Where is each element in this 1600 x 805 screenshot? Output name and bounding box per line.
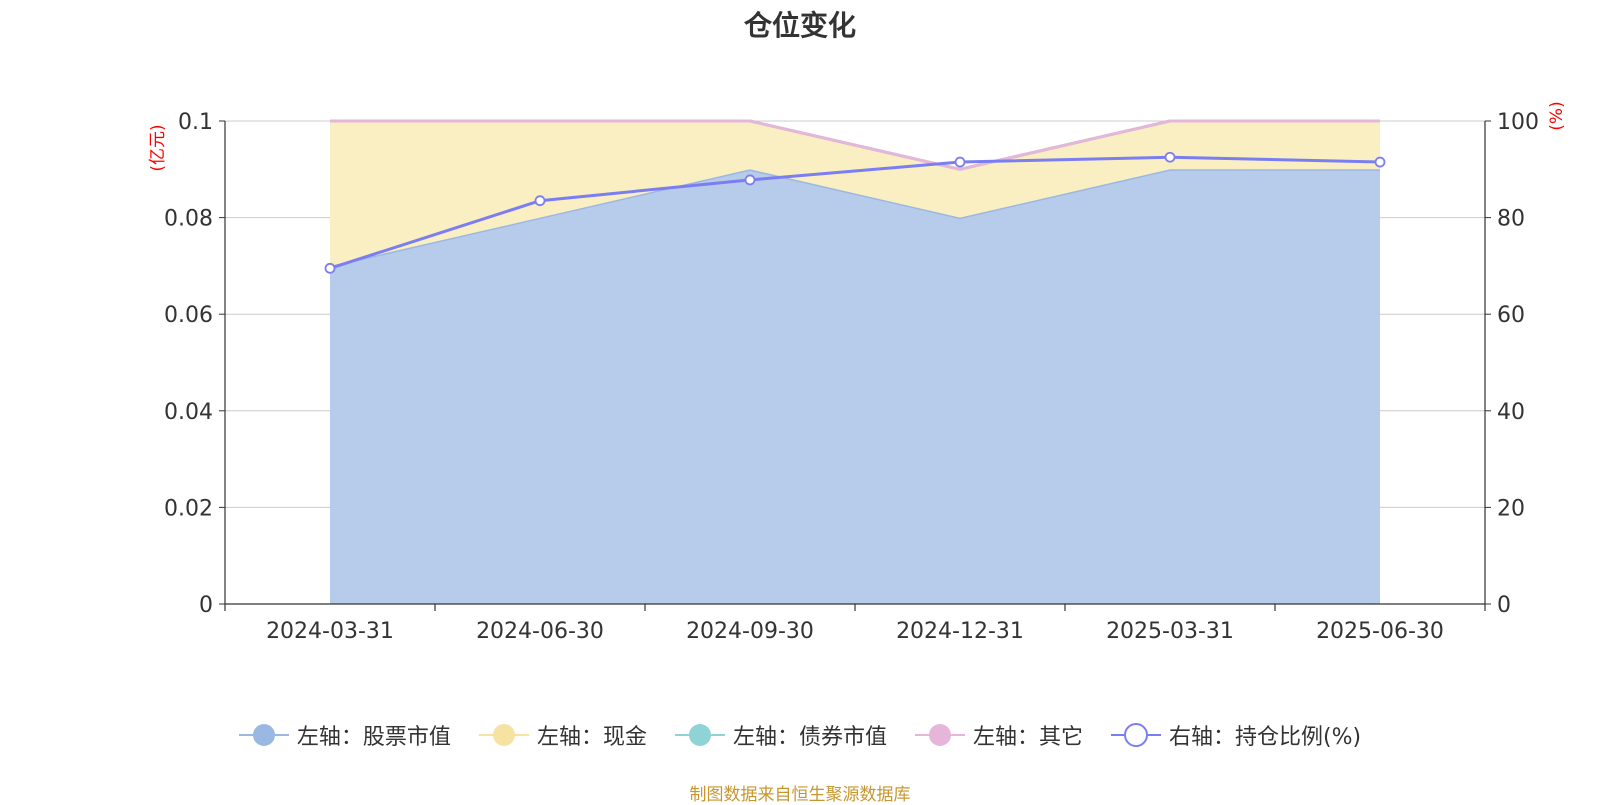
- legend-item[interactable]: 左轴：现金: [478, 719, 647, 751]
- ratio-point[interactable]: [1164, 151, 1176, 163]
- legend-label: 右轴：持仓比例(%): [1168, 725, 1362, 750]
- ratio-point[interactable]: [1374, 156, 1386, 168]
- right-axis-tick-label: 20: [1497, 496, 1525, 521]
- right-axis-tick-label: 0: [1497, 593, 1511, 618]
- x-axis-tick-label: 2024-12-31: [896, 619, 1024, 644]
- x-axis-tick-label: 2025-06-30: [1316, 619, 1444, 644]
- legend-item[interactable]: 左轴：股票市值: [238, 719, 451, 751]
- legend-label: 左轴：股票市值: [296, 725, 451, 750]
- x-axis-tick-label: 2024-09-30: [686, 619, 814, 644]
- ratio-point[interactable]: [534, 195, 546, 207]
- ratio-point[interactable]: [744, 174, 756, 186]
- left-axis-tick-label: 0: [199, 593, 213, 618]
- legend: 左轴：股票市值 左轴：现金 左轴：债券市值 左轴：其它 右轴：持仓比例(%): [0, 719, 1600, 751]
- axes: 0 0.02 0.04 0.06 0.08 0.1 0 20 40 60 80 100 2024-03-…: [164, 110, 1539, 644]
- x-axis-tick-label: 2024-06-30: [476, 619, 604, 644]
- left-axis-tick-label: 0.1: [178, 110, 213, 135]
- legend-label: 左轴：债券市值: [732, 725, 887, 750]
- legend-item[interactable]: 左轴：其它: [914, 719, 1083, 751]
- filled-circle-icon: [674, 724, 725, 746]
- filled-circle-icon: [478, 724, 529, 746]
- ratio-point[interactable]: [324, 262, 336, 274]
- right-axis-tick-label: 60: [1497, 303, 1525, 328]
- right-axis-tick-label: 100: [1497, 110, 1539, 135]
- left-axis-tick-label: 0.08: [164, 207, 213, 232]
- source-note: 制图数据来自恒生聚源数据库: [689, 785, 911, 805]
- left-axis-tick-label: 0.02: [164, 496, 213, 521]
- chart-canvas: 0 0.02 0.04 0.06 0.08 0.1 0 20 40 60 80 100 2024-03-…: [148, 101, 1567, 644]
- right-axis-tick-label: 40: [1497, 400, 1525, 425]
- legend-label: 左轴：现金: [536, 725, 647, 750]
- right-axis-tick-label: 80: [1497, 207, 1525, 232]
- stacked-areas: [329, 119, 1380, 605]
- area-edge-左轴：其它: [330, 119, 1380, 171]
- ratio-line-layer: [324, 151, 1386, 274]
- legend-item[interactable]: 右轴：持仓比例(%): [1110, 719, 1362, 751]
- left-axis-label: (亿元): [148, 124, 168, 171]
- left-axis-tick-label: 0.06: [164, 303, 213, 328]
- chart-title: 仓位变化: [743, 9, 856, 42]
- x-axis-tick-label: 2024-03-31: [266, 619, 394, 644]
- legend-item[interactable]: 左轴：债券市值: [674, 719, 887, 751]
- right-axis-label: (%): [1547, 101, 1567, 130]
- x-axis-tick-label: 2025-03-31: [1106, 619, 1234, 644]
- left-axis-tick-label: 0.04: [164, 400, 213, 425]
- ratio-point[interactable]: [954, 156, 966, 168]
- area-左轴：股票市值: [330, 169, 1380, 605]
- hollow-circle-icon: [1110, 723, 1161, 747]
- filled-circle-icon: [238, 724, 289, 746]
- ratio-line: [329, 155, 1381, 270]
- filled-circle-icon: [914, 724, 965, 746]
- legend-label: 左轴：其它: [972, 725, 1083, 750]
